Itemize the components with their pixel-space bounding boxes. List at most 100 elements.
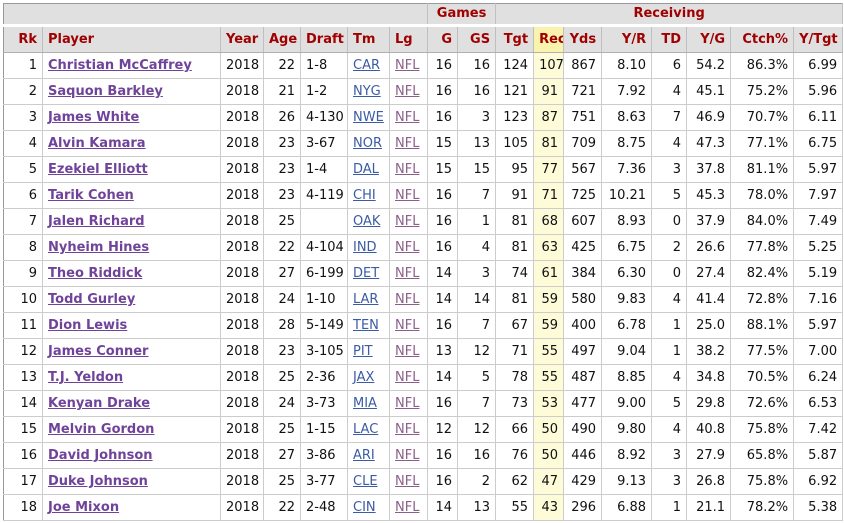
team-link[interactable]: DAL [353, 162, 379, 177]
col-header-catch-pct[interactable]: Ctch% [730, 25, 795, 53]
col-header-games[interactable]: G [427, 25, 459, 53]
team-link[interactable]: NWE [353, 110, 384, 125]
games-started-cell: 16 [457, 442, 497, 469]
team-link[interactable]: OAK [353, 214, 381, 229]
player-link[interactable]: Joe Mixon [48, 500, 120, 515]
team-link[interactable]: LAC [353, 422, 379, 437]
col-header-targets[interactable]: Tgt [495, 25, 535, 53]
receptions-cell: 47 [533, 468, 565, 495]
col-header-league[interactable]: Lg [389, 25, 429, 53]
player-cell: Duke Johnson [42, 468, 221, 495]
player-link[interactable]: James White [48, 110, 140, 125]
team-link[interactable]: TEN [353, 318, 379, 333]
team-link[interactable]: CAR [353, 58, 381, 73]
col-header-draft[interactable]: Draft [300, 25, 348, 53]
team-link[interactable]: NYG [353, 84, 381, 99]
player-link[interactable]: Kenyan Drake [48, 396, 151, 411]
col-header-player[interactable]: Player [42, 25, 221, 53]
league-link[interactable]: NFL [395, 292, 420, 307]
yards-per-reception-cell: 7.92 [601, 78, 653, 105]
league-link[interactable]: NFL [395, 448, 420, 463]
player-link[interactable]: Dion Lewis [48, 318, 128, 333]
player-link[interactable]: Christian McCaffrey [48, 58, 192, 73]
team-link[interactable]: JAX [353, 370, 375, 385]
yards-per-target-cell: 6.99 [793, 52, 844, 79]
league-link[interactable]: NFL [395, 214, 420, 229]
team-cell: TEN [347, 312, 390, 339]
team-link[interactable]: CLE [353, 474, 378, 489]
col-header-yards-per-game[interactable]: Y/G [686, 25, 732, 53]
team-link[interactable]: NOR [353, 136, 382, 151]
col-header-yards-per-target[interactable]: Y/Tgt [793, 25, 844, 53]
yards-per-game-cell: 34.8 [686, 364, 732, 391]
table-row: 6 Tarik Cohen 2018 23 4-119 CHI NFL 16 7 91 71 725 1… [3, 182, 844, 209]
col-header-games-started[interactable]: GS [457, 25, 497, 53]
league-link[interactable]: NFL [395, 84, 420, 99]
player-link[interactable]: Melvin Gordon [48, 422, 155, 437]
receptions-cell: 91 [533, 78, 565, 105]
league-link[interactable]: NFL [395, 474, 420, 489]
team-cell: MIA [347, 390, 390, 417]
catch-pct-cell: 72.6% [730, 390, 795, 417]
league-link[interactable]: NFL [395, 500, 420, 515]
col-header-age[interactable]: Age [263, 25, 301, 53]
player-link[interactable]: Theo Riddick [48, 266, 143, 281]
team-cell: DAL [347, 156, 390, 183]
player-link[interactable]: Alvin Kamara [48, 136, 146, 151]
col-header-rk[interactable]: Rk [3, 25, 43, 53]
col-header-team[interactable]: Tm [347, 25, 390, 53]
player-cell: Joe Mixon [42, 494, 221, 521]
team-link[interactable]: CIN [353, 500, 376, 515]
player-link[interactable]: T.J. Yeldon [48, 370, 124, 385]
league-link[interactable]: NFL [395, 110, 420, 125]
league-link[interactable]: NFL [395, 344, 420, 359]
targets-cell: 105 [495, 130, 535, 157]
team-link[interactable]: LAR [353, 292, 379, 307]
player-link[interactable]: Tarik Cohen [48, 188, 134, 203]
player-link[interactable]: Duke Johnson [48, 474, 148, 489]
col-header-yards-per-reception[interactable]: Y/R [601, 25, 653, 53]
games-cell: 16 [427, 208, 459, 235]
group-header-spacer [3, 3, 429, 27]
league-link[interactable]: NFL [395, 240, 420, 255]
league-link[interactable]: NFL [395, 396, 420, 411]
col-header-year[interactable]: Year [220, 25, 264, 53]
games-started-cell: 2 [457, 468, 497, 495]
player-link[interactable]: Saquon Barkley [48, 84, 163, 99]
team-link[interactable]: MIA [353, 396, 377, 411]
player-link[interactable]: Nyheim Hines [48, 240, 150, 255]
league-link[interactable]: NFL [395, 58, 420, 73]
draft-cell: 5-149 [300, 312, 348, 339]
yards-per-target-cell: 7.00 [793, 338, 844, 365]
league-link[interactable]: NFL [395, 422, 420, 437]
league-cell: NFL [389, 130, 429, 157]
games-cell: 16 [427, 52, 459, 79]
yards-per-target-cell: 6.11 [793, 104, 844, 131]
player-link[interactable]: Ezekiel Elliott [48, 162, 148, 177]
yards-cell: 384 [563, 260, 603, 287]
player-link[interactable]: James Conner [48, 344, 149, 359]
league-link[interactable]: NFL [395, 266, 420, 281]
league-link[interactable]: NFL [395, 370, 420, 385]
team-link[interactable]: DET [353, 266, 380, 281]
team-link[interactable]: ARI [353, 448, 375, 463]
league-link[interactable]: NFL [395, 318, 420, 333]
age-cell: 25 [263, 468, 301, 495]
yards-per-target-cell: 5.19 [793, 260, 844, 287]
rank-cell: 17 [3, 468, 43, 495]
player-link[interactable]: Jalen Richard [48, 214, 145, 229]
col-header-receptions[interactable]: Rec [533, 25, 565, 53]
team-link[interactable]: IND [353, 240, 377, 255]
targets-cell: 124 [495, 52, 535, 79]
col-header-yards[interactable]: Yds [563, 25, 603, 53]
player-link[interactable]: Todd Gurley [48, 292, 136, 307]
team-link[interactable]: PIT [353, 344, 373, 359]
col-header-touchdowns[interactable]: TD [651, 25, 688, 53]
age-cell: 24 [263, 390, 301, 417]
year-cell: 2018 [220, 208, 264, 235]
league-link[interactable]: NFL [395, 162, 420, 177]
player-link[interactable]: David Johnson [48, 448, 153, 463]
league-link[interactable]: NFL [395, 188, 420, 203]
league-link[interactable]: NFL [395, 136, 420, 151]
team-link[interactable]: CHI [353, 188, 376, 203]
